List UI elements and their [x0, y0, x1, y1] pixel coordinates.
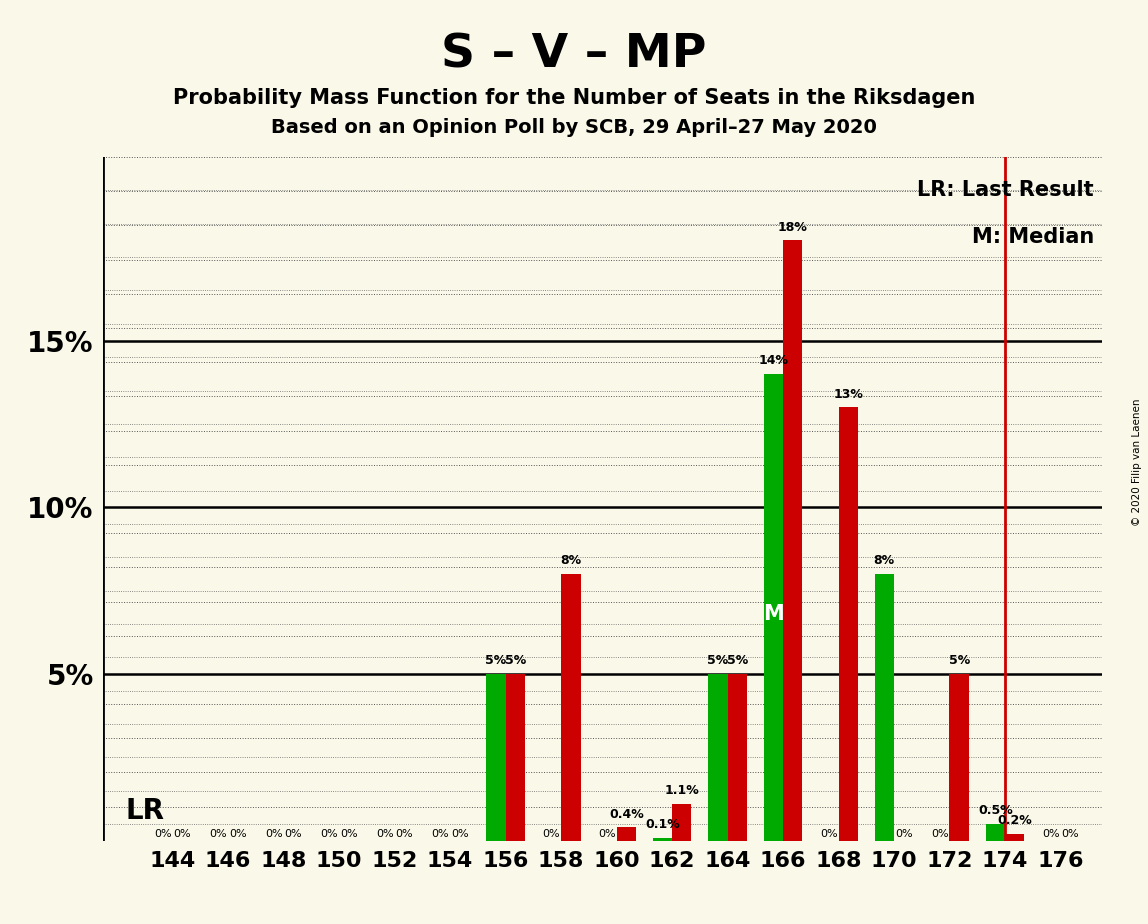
Bar — [561, 574, 581, 841]
Text: 0%: 0% — [285, 829, 302, 839]
Text: LR: LR — [125, 796, 164, 825]
Text: 5%: 5% — [727, 654, 747, 667]
Text: 13%: 13% — [833, 387, 863, 401]
Text: S – V – MP: S – V – MP — [441, 32, 707, 78]
Text: 0%: 0% — [377, 829, 394, 839]
Text: 0%: 0% — [340, 829, 358, 839]
Bar — [875, 574, 894, 841]
Text: 0%: 0% — [451, 829, 468, 839]
Bar — [728, 675, 747, 841]
Text: 0%: 0% — [320, 829, 339, 839]
Text: 0%: 0% — [1062, 829, 1079, 839]
Text: 0%: 0% — [210, 829, 227, 839]
Text: LR: Last Result: LR: Last Result — [917, 180, 1094, 201]
Text: 0%: 0% — [543, 829, 560, 839]
Text: 0%: 0% — [1042, 829, 1060, 839]
Bar — [949, 675, 969, 841]
Bar — [672, 804, 691, 841]
Text: © 2020 Filip van Laenen: © 2020 Filip van Laenen — [1132, 398, 1142, 526]
Bar — [1004, 834, 1024, 841]
Bar — [487, 675, 505, 841]
Text: 0%: 0% — [432, 829, 449, 839]
Text: Based on an Opinion Poll by SCB, 29 April–27 May 2020: Based on an Opinion Poll by SCB, 29 Apri… — [271, 118, 877, 138]
Text: 5%: 5% — [948, 654, 970, 667]
Text: 5%: 5% — [505, 654, 526, 667]
Text: 0.5%: 0.5% — [978, 805, 1013, 818]
Bar — [653, 837, 672, 841]
Bar — [783, 240, 802, 841]
Bar — [986, 824, 1004, 841]
Text: 0%: 0% — [396, 829, 413, 839]
Text: 8%: 8% — [560, 554, 581, 567]
Text: 0%: 0% — [598, 829, 615, 839]
Text: Probability Mass Function for the Number of Seats in the Riksdagen: Probability Mass Function for the Number… — [173, 88, 975, 108]
Text: 14%: 14% — [759, 354, 789, 367]
Text: 18%: 18% — [778, 221, 808, 234]
Text: 0%: 0% — [265, 829, 282, 839]
Text: M: Median: M: Median — [971, 227, 1094, 247]
Text: M: M — [763, 604, 784, 624]
Text: 0%: 0% — [895, 829, 913, 839]
Text: 8%: 8% — [874, 554, 894, 567]
Text: 0.1%: 0.1% — [645, 818, 680, 831]
Bar — [505, 675, 525, 841]
Text: 0%: 0% — [820, 829, 838, 839]
Text: 5%: 5% — [486, 654, 506, 667]
Bar — [616, 828, 636, 841]
Text: 0%: 0% — [230, 829, 247, 839]
Text: 0%: 0% — [173, 829, 192, 839]
Text: 0.4%: 0.4% — [608, 808, 644, 821]
Text: 5%: 5% — [707, 654, 729, 667]
Text: 1.1%: 1.1% — [665, 784, 699, 797]
Bar — [838, 407, 858, 841]
Text: 0%: 0% — [154, 829, 172, 839]
Bar — [763, 374, 783, 841]
Text: 0%: 0% — [931, 829, 948, 839]
Bar — [708, 675, 728, 841]
Text: 0.2%: 0.2% — [998, 814, 1032, 828]
